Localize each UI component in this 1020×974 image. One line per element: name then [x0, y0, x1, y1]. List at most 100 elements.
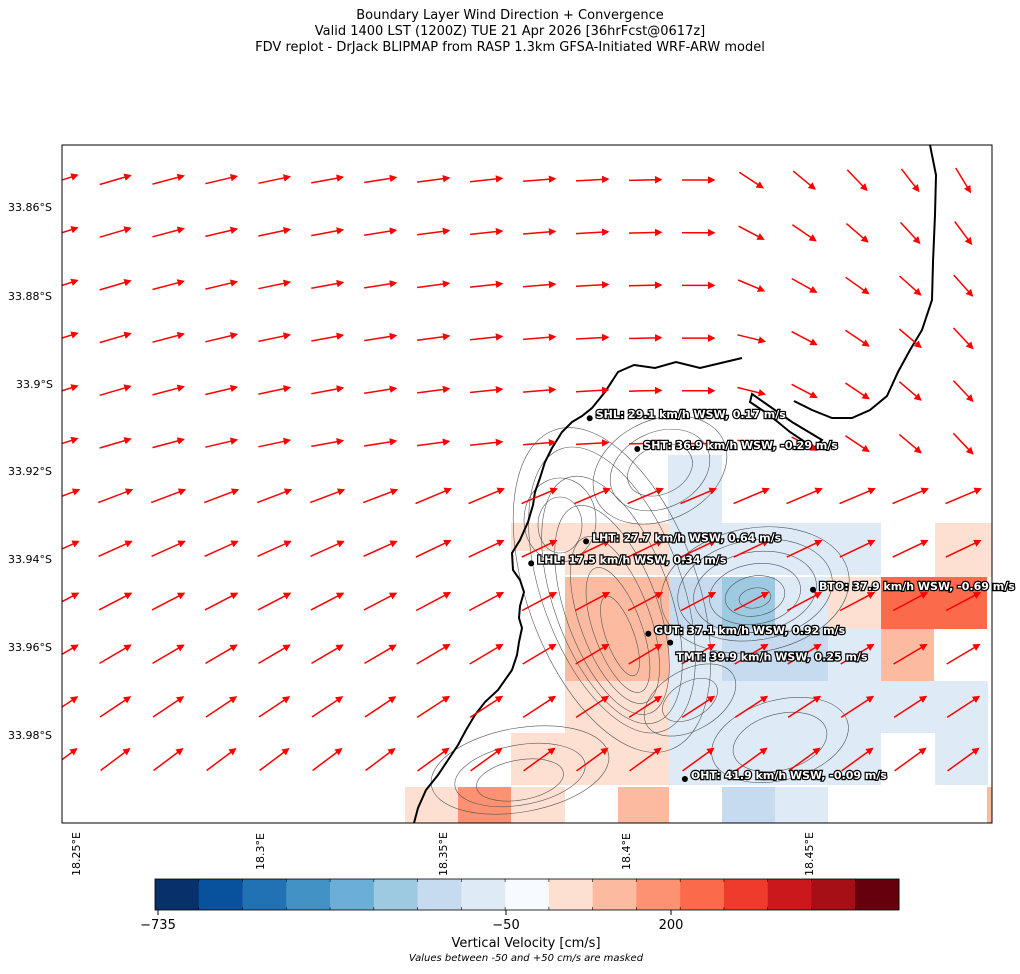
lon-tick-label: 18.25°E — [70, 832, 83, 876]
velocity-cell — [669, 523, 775, 575]
wind-arrow — [786, 591, 823, 612]
wind-arrow — [952, 432, 974, 455]
wind-arrow — [955, 167, 972, 194]
wind-arrow — [62, 173, 79, 181]
wind-arrow — [258, 332, 292, 343]
wind-arrow — [62, 331, 79, 339]
wind-arrow — [310, 540, 345, 557]
wind-arrow — [893, 695, 928, 719]
wind-arrow — [203, 488, 240, 504]
wind-arrow — [152, 173, 185, 185]
lat-tick-label: 33.96°S — [8, 641, 52, 654]
wind-arrow — [415, 539, 452, 558]
wind-arrow — [628, 439, 663, 447]
wind-arrow — [952, 380, 974, 403]
wind-arrow — [468, 539, 505, 558]
wind-arrow — [733, 591, 770, 612]
colorbar-swatch — [242, 879, 287, 910]
wind-arrow — [953, 274, 974, 297]
wind-arrow — [575, 281, 610, 289]
wind-arrow — [258, 279, 292, 290]
wind-arrow — [628, 281, 663, 289]
wind-arrow — [575, 333, 610, 342]
station-marker — [645, 630, 652, 637]
station-marker — [810, 586, 816, 593]
colorbar-swatch — [548, 879, 594, 910]
wind-arrow — [844, 329, 870, 347]
velocity-cell — [405, 787, 458, 823]
colorbar-tick-label: −50 — [492, 918, 520, 933]
lon-tick-label: 18.3°E — [254, 833, 267, 870]
wind-arrow — [363, 592, 398, 611]
wind-arrow — [839, 539, 876, 558]
wind-arrow — [737, 279, 766, 292]
wind-arrow — [151, 592, 186, 611]
colorbar-swatch — [155, 879, 200, 910]
terrain-contour — [541, 475, 683, 725]
wind-arrow — [152, 437, 185, 449]
wind-arrow — [791, 383, 818, 398]
colorbar-swatch — [373, 879, 419, 910]
wind-arrow — [258, 644, 291, 665]
station-marker — [667, 639, 674, 646]
wind-arrow — [788, 747, 821, 772]
wind-arrow — [575, 228, 610, 236]
wind-arrow — [98, 540, 133, 557]
wind-arrow — [575, 643, 610, 665]
colorbar-swatch — [680, 879, 725, 910]
wind-arrow — [628, 386, 663, 395]
wind-arrow — [468, 487, 505, 505]
wind-arrow — [257, 592, 292, 611]
terrain-contour — [609, 428, 711, 512]
colorbar-note: Values between -50 and +50 cm/s are mask… — [408, 953, 644, 964]
wind-arrow — [892, 539, 929, 558]
wind-arrow — [844, 435, 870, 453]
wind-arrow — [470, 227, 504, 236]
station-marker — [634, 446, 641, 452]
velocity-cell — [775, 787, 828, 823]
terrain-contour — [709, 563, 801, 625]
wind-arrow — [523, 386, 557, 394]
station-label: GUT: 37.1 km/h WSW, 0.92 m/s — [654, 624, 845, 637]
wind-arrow — [62, 696, 79, 708]
wind-arrow — [62, 278, 79, 287]
wind-arrow — [575, 439, 610, 447]
colorbar-swatch — [505, 879, 550, 910]
wind-arrow — [417, 174, 451, 183]
wind-arrow — [628, 176, 663, 184]
wind-arrow — [470, 386, 504, 394]
station-label: SHL: 29.1 km/h WSW, 0.17 m/s — [596, 408, 787, 421]
colorbar-swatch — [855, 879, 900, 910]
wind-arrow — [523, 333, 557, 342]
wind-arrow — [786, 539, 823, 558]
velocity-cell — [722, 629, 828, 681]
wind-arrow — [523, 438, 557, 447]
velocity-cell — [565, 733, 669, 785]
wind-arrow — [629, 747, 662, 772]
lat-tick-label: 33.94°S — [8, 553, 52, 566]
harbour-breakwater — [748, 392, 824, 450]
velocity-cell — [828, 681, 988, 733]
colorbar-label: Vertical Velocity [cm/s] — [451, 936, 601, 951]
wind-arrow — [99, 226, 132, 238]
wind-arrow — [470, 280, 504, 289]
wind-arrow — [628, 695, 663, 719]
wind-arrow — [892, 487, 929, 505]
wind-arrow — [898, 433, 922, 454]
station-label: TMT: 39.9 km/h WSW, 0.25 m/s — [676, 651, 868, 664]
wind-arrow — [574, 591, 611, 612]
wind-arrow — [681, 695, 716, 719]
wind-arrow — [900, 168, 920, 193]
terrain-contour — [476, 758, 564, 802]
colorbar-swatch — [461, 879, 506, 910]
wind-arrow — [840, 643, 875, 665]
wind-arrow — [417, 227, 451, 236]
title-block: Boundary Layer Wind Direction + Converge… — [0, 8, 1020, 56]
lon-tick-label: 18.35°E — [437, 832, 450, 876]
wind-arrow — [99, 696, 132, 718]
wind-arrow — [417, 333, 451, 341]
vertical-velocity-field — [405, 455, 992, 823]
terrain-contour — [677, 538, 833, 642]
wind-arrow — [365, 748, 396, 772]
